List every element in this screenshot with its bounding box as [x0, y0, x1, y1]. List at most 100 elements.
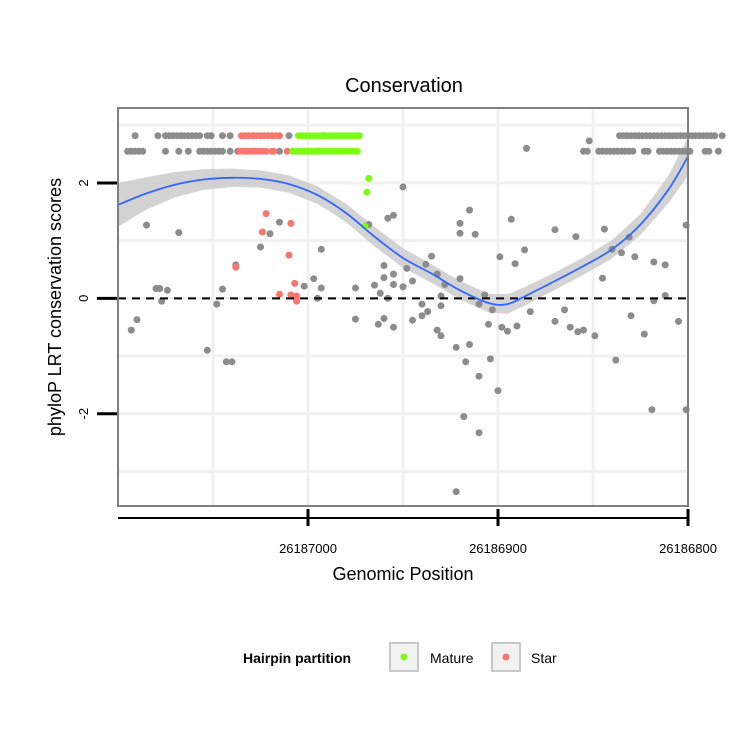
- point-star: [283, 147, 291, 155]
- point-star: [285, 251, 293, 259]
- point-other: [661, 292, 669, 299]
- point-other: [184, 147, 192, 155]
- legend: Hairpin partition Mature Star: [243, 642, 557, 672]
- point-other: [629, 147, 637, 155]
- point-other: [175, 229, 183, 237]
- point-other: [163, 286, 171, 294]
- point-other: [203, 346, 211, 354]
- legend-dot-star: [502, 653, 510, 661]
- point-other: [561, 306, 568, 314]
- point-other: [380, 262, 388, 269]
- point-other: [551, 317, 559, 325]
- point-mature: [365, 174, 373, 182]
- point-other: [399, 283, 407, 291]
- point-other: [418, 312, 426, 320]
- point-star: [262, 210, 270, 218]
- legend-dot-mature: [400, 653, 408, 661]
- point-other: [403, 264, 411, 272]
- point-other: [475, 372, 483, 380]
- point-other: [466, 341, 473, 348]
- point-other: [507, 215, 515, 223]
- x-tick-label: 26187000: [279, 541, 337, 556]
- point-other: [285, 132, 293, 140]
- point-other: [175, 147, 183, 155]
- point-other: [162, 147, 169, 155]
- point-star: [276, 290, 283, 298]
- confidence-ribbon: [118, 137, 688, 314]
- point-other: [371, 281, 378, 289]
- point-other: [572, 233, 580, 241]
- point-other: [213, 300, 221, 308]
- point-other: [127, 326, 135, 334]
- point-other: [627, 312, 635, 320]
- point-other: [466, 206, 473, 214]
- point-other: [276, 218, 283, 226]
- point-other: [551, 226, 559, 234]
- point-other: [718, 132, 726, 140]
- point-other: [374, 320, 382, 328]
- point-other: [475, 429, 483, 437]
- point-star: [293, 297, 301, 305]
- point-other: [475, 300, 483, 308]
- point-other: [428, 252, 435, 260]
- point-other: [488, 306, 496, 314]
- point-other: [317, 284, 325, 292]
- point-other: [196, 132, 204, 140]
- point-other: [481, 291, 489, 299]
- point-star: [287, 291, 295, 299]
- point-other: [207, 132, 215, 140]
- point-other: [462, 358, 470, 366]
- point-other: [437, 302, 445, 310]
- point-other: [640, 330, 648, 338]
- point-other: [650, 258, 658, 266]
- point-other: [139, 147, 147, 155]
- data-points: [124, 132, 726, 496]
- point-other: [504, 327, 511, 335]
- point-other: [675, 317, 682, 325]
- point-other: [376, 289, 384, 297]
- point-star: [232, 263, 240, 271]
- point-other: [574, 328, 582, 336]
- point-other: [257, 243, 264, 251]
- point-other: [276, 147, 283, 155]
- point-other: [498, 323, 506, 331]
- point-star: [258, 228, 266, 236]
- point-other: [591, 332, 599, 340]
- point-other: [600, 225, 608, 233]
- point-other: [511, 260, 519, 268]
- point-other: [310, 275, 318, 283]
- x-axis: 26187000 26186900 26186800: [118, 509, 717, 556]
- point-other: [131, 132, 139, 140]
- point-other: [228, 358, 236, 366]
- point-other: [460, 413, 468, 421]
- point-other: [409, 277, 416, 285]
- smooth-line: [117, 156, 689, 306]
- legend-title: Hairpin partition: [243, 650, 351, 666]
- point-other: [222, 358, 230, 366]
- y-axis-title: phyloP LRT conservation scores: [45, 178, 65, 436]
- point-other: [714, 147, 722, 155]
- y-tick-label: 0: [76, 295, 91, 302]
- point-other: [409, 316, 416, 324]
- point-other: [133, 316, 141, 324]
- point-other: [158, 297, 166, 305]
- point-other: [494, 387, 502, 395]
- point-other: [352, 284, 359, 292]
- smooth-curve: [117, 156, 689, 306]
- point-other: [585, 137, 593, 145]
- point-other: [599, 274, 606, 282]
- point-other: [390, 270, 397, 278]
- point-star: [276, 132, 283, 140]
- point-other: [513, 322, 521, 330]
- point-other: [226, 132, 234, 140]
- point-other: [631, 253, 639, 261]
- point-other: [644, 147, 652, 155]
- point-other: [266, 230, 274, 238]
- point-other: [580, 326, 587, 334]
- point-mature: [355, 132, 363, 140]
- point-other: [300, 282, 308, 290]
- point-star: [293, 292, 301, 300]
- point-star: [287, 219, 295, 227]
- y-tick-label: -2: [76, 408, 91, 420]
